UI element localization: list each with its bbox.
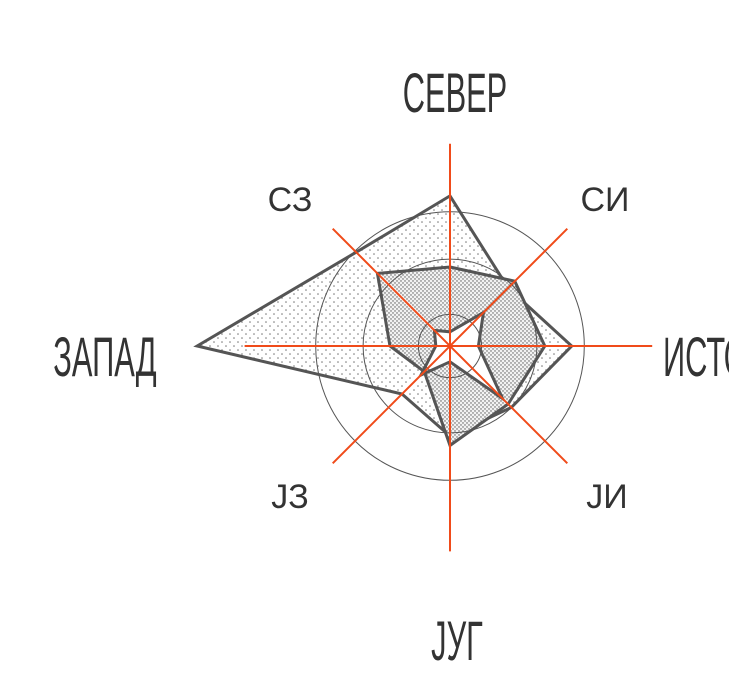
direction-label-n: СЕВЕР <box>403 61 507 124</box>
direction-label-ne: СИ <box>581 181 630 219</box>
direction-axes <box>244 143 653 552</box>
direction-label-w: ЗАПАД <box>53 325 156 388</box>
direction-label-e: ИСТОК <box>663 325 729 388</box>
axis-line-se-nw <box>331 227 569 465</box>
direction-label-sw: ЈЗ <box>271 478 309 516</box>
direction-label-nw: СЗ <box>268 181 313 219</box>
direction-label-se: ЈИ <box>586 478 627 516</box>
series-polygons <box>193 193 574 448</box>
direction-labels: СЕВЕР СИ ИСТОК ЈИ ЈУГ ЈЗ ЗАПАД СЗ <box>53 61 729 672</box>
direction-label-s: ЈУГ <box>431 609 483 672</box>
